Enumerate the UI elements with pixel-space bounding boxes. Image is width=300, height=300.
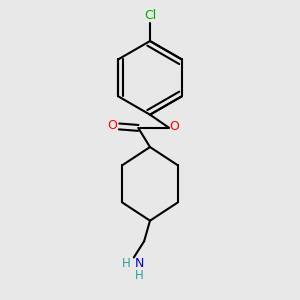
Text: Cl: Cl bbox=[144, 9, 156, 22]
Text: O: O bbox=[108, 119, 118, 132]
Text: H: H bbox=[122, 257, 131, 270]
Text: O: O bbox=[169, 120, 179, 133]
Text: H: H bbox=[135, 268, 144, 282]
Text: N: N bbox=[135, 257, 144, 270]
